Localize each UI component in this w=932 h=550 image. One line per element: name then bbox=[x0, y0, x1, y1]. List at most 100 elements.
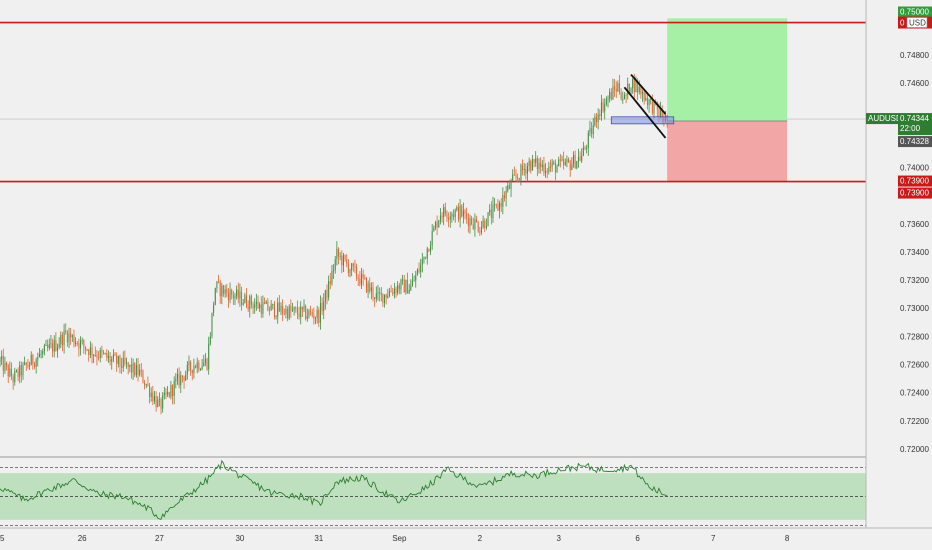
candle-body[interactable] bbox=[96, 354, 98, 358]
candle-body[interactable] bbox=[453, 214, 455, 218]
candle-body[interactable] bbox=[328, 281, 330, 298]
candle-body[interactable] bbox=[183, 376, 185, 381]
candle-body[interactable] bbox=[630, 88, 632, 93]
candle-body[interactable] bbox=[502, 195, 504, 207]
candle-body[interactable] bbox=[80, 340, 82, 349]
candle-body[interactable] bbox=[204, 358, 206, 363]
candle-body[interactable] bbox=[252, 304, 254, 309]
candle-body[interactable] bbox=[349, 270, 351, 273]
candle-body[interactable] bbox=[270, 304, 272, 311]
candle-body[interactable] bbox=[466, 213, 468, 218]
candle-body[interactable] bbox=[191, 369, 193, 374]
candle-body[interactable] bbox=[185, 374, 187, 381]
candle-body[interactable] bbox=[497, 204, 499, 211]
candle-body[interactable] bbox=[127, 362, 129, 367]
candle-body[interactable] bbox=[622, 99, 624, 101]
candle-body[interactable] bbox=[444, 207, 446, 215]
candle-body[interactable] bbox=[130, 364, 132, 373]
candle-body[interactable] bbox=[490, 209, 492, 218]
candle-body[interactable] bbox=[222, 285, 224, 294]
candle-body[interactable] bbox=[595, 116, 598, 122]
candle-body[interactable] bbox=[140, 369, 142, 371]
candle-body[interactable] bbox=[403, 279, 405, 293]
candle-body[interactable] bbox=[410, 285, 412, 290]
candle-body[interactable] bbox=[173, 381, 175, 396]
candle-body[interactable] bbox=[52, 343, 54, 352]
candle-body[interactable] bbox=[231, 289, 233, 295]
candle-body[interactable] bbox=[203, 362, 205, 367]
candle-body[interactable] bbox=[393, 288, 395, 294]
candle-body[interactable] bbox=[660, 109, 662, 117]
candle-body[interactable] bbox=[517, 177, 519, 179]
candle-body[interactable] bbox=[165, 392, 167, 395]
candle-body[interactable] bbox=[84, 346, 86, 350]
candle-body[interactable] bbox=[88, 349, 90, 356]
candle-body[interactable] bbox=[510, 180, 512, 189]
candle-body[interactable] bbox=[415, 275, 417, 281]
candle-body[interactable] bbox=[268, 310, 271, 312]
candle-body[interactable] bbox=[226, 289, 228, 293]
candle-body[interactable] bbox=[346, 259, 348, 264]
candle-body[interactable] bbox=[398, 285, 400, 290]
candle-body[interactable] bbox=[250, 296, 252, 305]
candle-body[interactable] bbox=[109, 355, 111, 362]
candle-body[interactable] bbox=[221, 285, 223, 297]
candle-body[interactable] bbox=[566, 159, 568, 162]
candle-body[interactable] bbox=[612, 86, 614, 100]
take-profit-zone[interactable] bbox=[667, 18, 788, 122]
candle-body[interactable] bbox=[494, 204, 496, 206]
candle-body[interactable] bbox=[142, 370, 144, 383]
candle-body[interactable] bbox=[306, 316, 308, 319]
candle-body[interactable] bbox=[390, 291, 392, 293]
candle-body[interactable] bbox=[104, 353, 106, 355]
candle-body[interactable] bbox=[321, 302, 323, 311]
candle-body[interactable] bbox=[70, 333, 72, 338]
candle-body[interactable] bbox=[658, 109, 660, 117]
candle-body[interactable] bbox=[259, 304, 261, 309]
candle-body[interactable] bbox=[116, 355, 118, 364]
candle-body[interactable] bbox=[405, 280, 407, 293]
candle-body[interactable] bbox=[334, 259, 336, 271]
candle-body[interactable] bbox=[264, 302, 266, 304]
candle-body[interactable] bbox=[448, 218, 450, 220]
candle-body[interactable] bbox=[193, 365, 195, 374]
time-axis[interactable]: 25 26 27 30 31 Sep 2 3 6 7 8 bbox=[0, 527, 932, 550]
rsi-pane[interactable]: 75.0050.0025.00 bbox=[0, 459, 895, 531]
candle-body[interactable] bbox=[20, 365, 22, 376]
candle-body[interactable] bbox=[282, 306, 284, 314]
candle-body[interactable] bbox=[523, 169, 525, 171]
candle-body[interactable] bbox=[12, 376, 14, 383]
candle-body[interactable] bbox=[581, 155, 583, 161]
candle-body[interactable] bbox=[318, 309, 320, 323]
candle-body[interactable] bbox=[47, 344, 49, 348]
candle-body[interactable] bbox=[43, 345, 45, 352]
candle-body[interactable] bbox=[181, 375, 183, 377]
candle-body[interactable] bbox=[438, 220, 440, 228]
candle-body[interactable] bbox=[290, 306, 292, 311]
candle-body[interactable] bbox=[587, 132, 589, 148]
candle-body[interactable] bbox=[457, 207, 459, 220]
candle-body[interactable] bbox=[615, 89, 617, 92]
candle-body[interactable] bbox=[579, 156, 581, 161]
candle-body[interactable] bbox=[339, 256, 341, 258]
candle-body[interactable] bbox=[541, 164, 543, 168]
candle-body[interactable] bbox=[480, 227, 482, 233]
candle-body[interactable] bbox=[267, 301, 269, 311]
candle-body[interactable] bbox=[614, 86, 616, 90]
candle-body[interactable] bbox=[640, 86, 642, 95]
candle-body[interactable] bbox=[367, 282, 369, 292]
candle-body[interactable] bbox=[500, 202, 502, 207]
candle-body[interactable] bbox=[571, 164, 573, 170]
candle-body[interactable] bbox=[137, 365, 139, 375]
candle-body[interactable] bbox=[71, 335, 73, 338]
candle-body[interactable] bbox=[602, 102, 604, 112]
candle-body[interactable] bbox=[397, 285, 399, 293]
candle-body[interactable] bbox=[533, 158, 535, 163]
candle-body[interactable] bbox=[119, 355, 121, 366]
candle-body[interactable] bbox=[237, 289, 239, 299]
candle-body[interactable] bbox=[395, 288, 397, 293]
candle-body[interactable] bbox=[499, 202, 501, 211]
candle-body[interactable] bbox=[35, 359, 37, 367]
candle-body[interactable] bbox=[300, 306, 302, 318]
